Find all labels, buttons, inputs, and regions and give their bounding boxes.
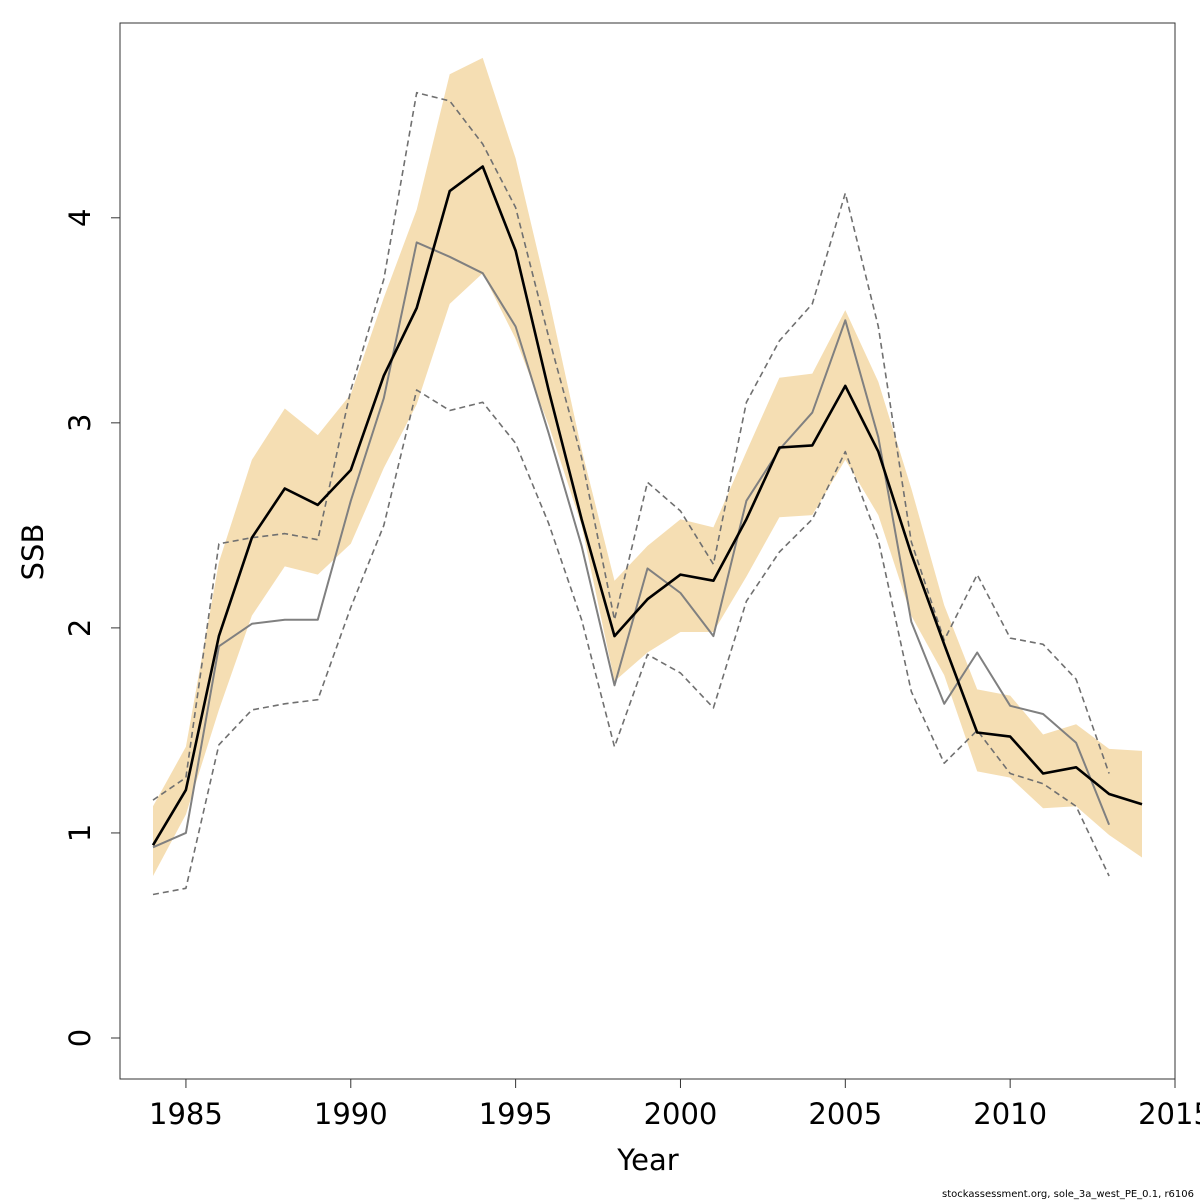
x-tick-label: 1995 [479, 1097, 553, 1131]
plot-area [151, 57, 1143, 896]
x-axis: 1985 1990 1995 2000 2005 2010 2015 [149, 1078, 1200, 1131]
x-tick-label: 1985 [149, 1097, 223, 1131]
y-axis: 0 1 2 3 4 [63, 209, 121, 1047]
estimate-line [151, 165, 1143, 846]
y-tick-label: 1 [63, 824, 97, 842]
x-tick-label: 2015 [1138, 1097, 1200, 1131]
y-tick-label: 2 [63, 619, 97, 637]
y-axis-title: SSB [16, 524, 50, 581]
x-axis-title: Year [616, 1143, 678, 1177]
comparison-line [152, 241, 1111, 849]
confidence-band [153, 57, 1142, 876]
footer-credit: stockassessment.org, sole_3a_west_PE_0.1… [942, 1189, 1194, 1200]
y-tick-label: 4 [63, 209, 97, 227]
x-tick-label: 2010 [973, 1097, 1047, 1131]
x-tick-label: 2000 [644, 1097, 718, 1131]
x-tick-label: 2005 [808, 1097, 882, 1131]
upper-bound-line [152, 91, 1110, 801]
lower-bound-line [152, 389, 1110, 896]
y-tick-label: 3 [63, 414, 97, 432]
x-tick-label: 1990 [314, 1097, 388, 1131]
y-tick-label: 0 [63, 1029, 97, 1047]
